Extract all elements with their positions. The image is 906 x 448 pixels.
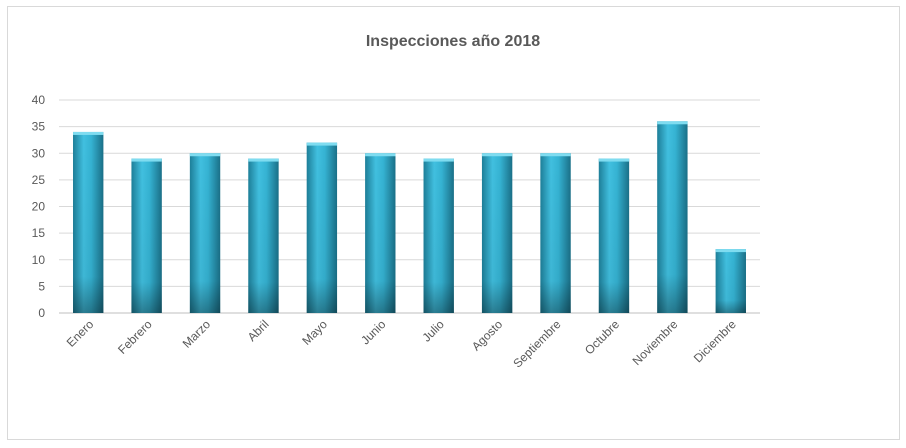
bar-top-highlight [131,158,162,162]
bar-top-highlight [248,158,279,162]
bar-top-highlight [540,153,571,157]
x-tick-label: Agosto [469,317,506,354]
y-tick-label: 0 [38,306,45,320]
bar-top-highlight [423,158,454,162]
bar-shade [365,153,396,313]
x-tick-label: Septiembre [510,317,564,371]
bar-julio [423,158,454,313]
bar-junio [365,153,396,313]
bar-shade [598,158,630,313]
bar-agosto [481,153,513,313]
x-tick-label: Noviembre [630,317,681,368]
x-tick-label: Diciembre [691,317,739,365]
bar-top-highlight [73,131,104,135]
bar-shade [481,153,513,313]
y-tick-label: 30 [32,146,46,160]
bar-septiembre [540,153,571,313]
y-tick-label: 25 [32,173,46,187]
bar-shade [540,153,571,313]
x-tick-label: Julio [419,317,447,345]
y-tick-label: 15 [32,226,46,240]
bar-shade [657,121,688,313]
bar-top-highlight [365,153,396,157]
bar-shade [189,153,221,313]
bar-top-highlight [306,142,338,146]
bar-shade [306,142,338,313]
bar-octubre [598,158,630,313]
y-tick-label: 10 [32,253,46,267]
bar-abril [248,158,279,313]
bar-shade [73,131,104,313]
y-tick-label: 40 [32,93,46,107]
bar-shade [715,249,746,313]
x-tick-label: Enero [64,317,97,350]
bar-shade [248,158,279,313]
chart-title: Inspecciones año 2018 [365,33,541,50]
bar-top-highlight [657,121,688,125]
bar-febrero [131,158,162,313]
bar-enero [73,131,104,313]
bar-noviembre [657,121,688,313]
x-tick-label: Marzo [180,317,214,351]
bar-top-highlight [481,153,513,157]
bar-top-highlight [189,153,221,157]
bar-mayo [306,142,338,313]
bar-shade [131,158,162,313]
bar-diciembre [715,249,746,313]
y-tick-label: 5 [38,279,45,293]
x-tick-label: Mayo [299,317,330,348]
bar-marzo [189,153,221,313]
y-tick-label: 35 [32,120,46,134]
bar-top-highlight [598,158,630,162]
x-tick-label: Febrero [115,317,155,357]
bar-top-highlight [715,249,746,253]
x-tick-label: Junio [358,317,388,347]
x-tick-label: Octubre [582,317,622,357]
y-tick-label: 20 [32,200,46,214]
x-tick-label: Abril [245,317,272,344]
bar-shade [423,158,454,313]
